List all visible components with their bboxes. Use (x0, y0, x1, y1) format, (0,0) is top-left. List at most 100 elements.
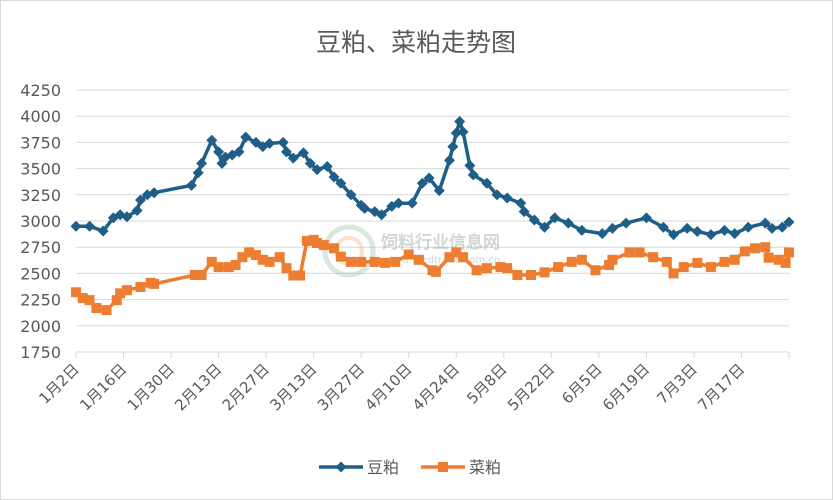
data-point (101, 305, 112, 316)
data-point (393, 197, 405, 209)
data-point (288, 270, 299, 281)
y-tick-label: 3000 (20, 212, 61, 231)
data-point (447, 141, 459, 153)
data-point (604, 260, 615, 271)
x-tick-label: 2月27日 (219, 360, 273, 414)
data-point (501, 192, 513, 204)
data-point (495, 262, 506, 273)
data-point (312, 238, 323, 249)
legend-marker-diamond-icon (335, 461, 347, 473)
data-point (640, 212, 652, 224)
data-point (464, 159, 476, 171)
data-point (185, 179, 197, 191)
data-point (661, 256, 672, 267)
data-point (681, 222, 693, 234)
data-point (376, 209, 388, 221)
x-tick-label: 1月30日 (124, 360, 178, 414)
data-point (230, 260, 241, 271)
y-axis-ticks: 1750 2000 2250 2500 2750 3000 3250 3500 3750 4000… (20, 81, 61, 362)
series-soybean-meal (70, 115, 795, 241)
data-point (491, 189, 503, 201)
data-point (369, 256, 380, 267)
data-point (668, 268, 679, 279)
data-point (335, 177, 347, 189)
data-point (148, 187, 160, 199)
data-point (97, 225, 109, 237)
data-point (773, 254, 784, 265)
data-point (223, 262, 234, 273)
data-point (233, 146, 245, 158)
data-point (77, 293, 88, 304)
data-point (345, 189, 357, 201)
data-point (240, 131, 252, 143)
y-tick-label: 2500 (20, 264, 61, 283)
legend-label: 豆粕 (367, 458, 399, 477)
data-point (512, 269, 523, 280)
data-point (149, 278, 160, 289)
data-point (304, 157, 316, 169)
data-point (121, 211, 133, 223)
data-point (135, 282, 146, 293)
legend-marker-square-icon (438, 462, 448, 472)
legend-item: 菜粕 (421, 458, 501, 477)
data-point (244, 247, 255, 258)
watermark-text: 饲料行业信息网 (380, 232, 500, 253)
data-point (705, 229, 717, 241)
data-point (692, 257, 703, 268)
data-point (329, 243, 340, 254)
data-point (346, 256, 357, 267)
x-tick-label: 1月2日 (35, 360, 82, 407)
data-point (576, 224, 588, 236)
y-tick-label: 4000 (20, 107, 61, 126)
data-point (390, 256, 401, 267)
data-point (213, 146, 225, 158)
data-point (111, 295, 122, 306)
data-point (518, 206, 530, 218)
data-point (471, 265, 482, 276)
data-point (250, 250, 261, 261)
data-point (606, 222, 618, 234)
data-point (318, 240, 329, 251)
data-point (539, 221, 551, 233)
data-point (264, 137, 276, 149)
data-point (359, 202, 371, 214)
data-point (131, 205, 143, 217)
data-point (562, 217, 574, 229)
watermark-url: www.feedtrade.com.cn (385, 255, 500, 266)
data-point (596, 228, 608, 240)
data-point (528, 214, 540, 226)
data-point (451, 247, 462, 258)
x-tick-label: 2月13日 (171, 360, 225, 414)
gridlines (76, 89, 789, 353)
x-tick-label: 1月16日 (76, 360, 130, 414)
data-point (657, 221, 669, 233)
watermark-ring-icon (322, 224, 376, 278)
data-point (328, 171, 340, 183)
x-tick-label: 3月13日 (266, 360, 320, 414)
data-point (413, 254, 424, 265)
data-point (763, 252, 774, 263)
data-point (634, 247, 645, 258)
x-tick-label: 5月22日 (504, 360, 558, 414)
x-tick-label: 4月10日 (361, 360, 415, 414)
series-layer (70, 115, 795, 316)
data-point (481, 177, 493, 189)
data-point (566, 256, 577, 267)
data-point (450, 127, 462, 139)
y-tick-label: 3250 (20, 186, 61, 205)
data-point (295, 270, 306, 281)
data-point (515, 197, 527, 209)
x-tick-label: 6月19日 (599, 360, 653, 414)
data-point (274, 252, 285, 263)
data-point (719, 256, 730, 267)
data-point (502, 263, 513, 274)
x-tick-label: 7月17日 (694, 360, 748, 414)
data-point (718, 224, 730, 236)
data-point (84, 295, 95, 306)
data-point (192, 167, 204, 179)
data-point (115, 288, 126, 299)
data-point (196, 157, 208, 169)
legend-label: 菜粕 (469, 458, 501, 477)
data-point (297, 147, 309, 159)
